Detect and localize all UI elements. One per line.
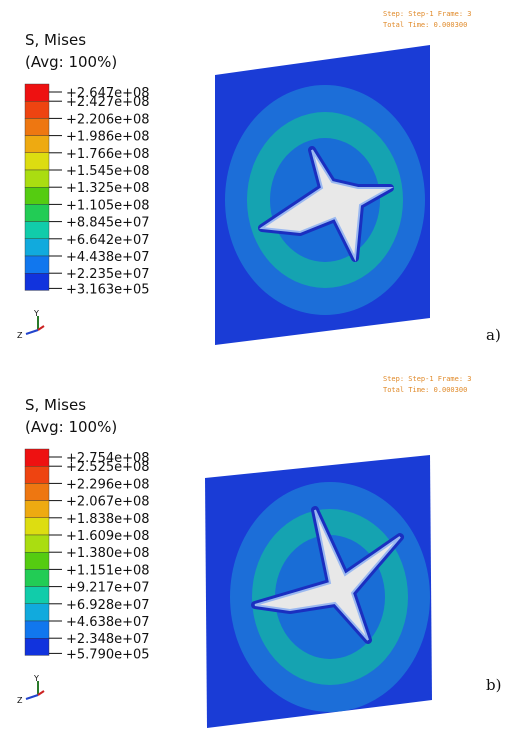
axis-arrow	[37, 325, 45, 331]
axis-label: Z	[17, 331, 23, 340]
legend-swatch	[24, 465, 50, 484]
legend-swatch	[24, 152, 50, 171]
legend-label: +1.325e+08	[66, 181, 150, 196]
legend-label: +1.545e+08	[66, 164, 150, 179]
legend-swatch	[24, 273, 50, 291]
legend-label: +2.647e+08	[66, 86, 150, 101]
legend-label: +2.235e+07	[66, 267, 150, 282]
legend-label: +2.067e+08	[66, 495, 150, 510]
legend-swatch	[24, 534, 50, 553]
time-info: Total Time: 0.000300	[383, 21, 467, 29]
plate	[205, 455, 432, 728]
axis-label: Y	[33, 674, 39, 683]
legend-label: +4.638e+07	[66, 615, 150, 630]
legend-swatch	[24, 603, 50, 622]
legend-swatch	[24, 255, 50, 274]
legend-label: +3.163e+05	[66, 282, 150, 297]
legend-label: +1.151e+08	[66, 563, 150, 578]
legend-subtitle: (Avg: 100%)	[25, 418, 117, 436]
legend-swatch	[24, 221, 50, 240]
legend-swatch	[24, 238, 50, 257]
axis-label: Y	[33, 309, 39, 318]
legend-label: +8.845e+07	[66, 216, 150, 231]
axis-arrow	[37, 690, 45, 696]
legend-label: +1.766e+08	[66, 147, 150, 162]
legend-swatch	[24, 483, 50, 501]
legend-label: +1.609e+08	[66, 529, 150, 544]
legend-swatch	[24, 638, 50, 656]
axis-arrow	[25, 329, 39, 335]
panel-label: a)	[486, 326, 501, 344]
legend-swatch	[24, 448, 50, 467]
panel: S, Mises (Avg: 100%) +2.754e+08+2.525e+08 +…	[17, 375, 501, 728]
legend-label: +4.438e+07	[66, 250, 150, 265]
legend-label: +2.754e+08	[66, 451, 150, 466]
legend-title: S, Mises	[25, 396, 86, 414]
legend-swatch	[24, 169, 50, 188]
axis-arrow	[25, 694, 39, 700]
legend-label: +9.217e+07	[66, 581, 150, 596]
panel-label: b)	[486, 676, 501, 694]
panel: S, Mises (Avg: 100%) +2.647e+08+2.427e+08 +…	[17, 10, 501, 345]
legend-swatch	[24, 620, 50, 639]
axis-label: Z	[17, 696, 23, 705]
legend-swatch	[24, 100, 50, 119]
legend-label: +1.986e+08	[66, 130, 150, 145]
legend-label: +1.105e+08	[66, 198, 150, 213]
step-info: Step: Step-1 Frame: 3	[383, 375, 472, 383]
legend-swatch	[24, 569, 50, 587]
legend-swatch	[24, 135, 50, 154]
legend-label: +5.790e+05	[66, 647, 150, 662]
crack-hole	[259, 149, 394, 262]
step-info: Step: Step-1 Frame: 3	[383, 10, 472, 18]
legend-label: +6.928e+07	[66, 598, 150, 613]
legend-swatch	[24, 586, 50, 605]
legend-subtitle: (Avg: 100%)	[25, 53, 117, 71]
legend-swatch	[24, 551, 50, 570]
legend-label: +1.380e+08	[66, 546, 150, 561]
legend-swatch	[24, 118, 50, 136]
legend-swatch	[24, 83, 50, 102]
legend-label: +1.838e+08	[66, 512, 150, 527]
legend-label: +2.427e+08	[66, 95, 150, 110]
legend-label: +2.296e+08	[66, 477, 150, 492]
legend-title: S, Mises	[25, 31, 86, 49]
legend-label: +2.348e+07	[66, 632, 150, 647]
plate	[215, 45, 430, 345]
legend-swatch	[24, 517, 50, 536]
time-info: Total Time: 0.000300	[383, 386, 467, 394]
legend-label: +2.525e+08	[66, 460, 150, 475]
legend-label: +6.642e+07	[66, 233, 150, 248]
crack-hole	[254, 509, 401, 641]
legend-swatch	[24, 204, 50, 222]
legend-swatch	[24, 500, 50, 519]
legend-swatch	[24, 186, 50, 205]
legend-label: +2.206e+08	[66, 112, 150, 127]
